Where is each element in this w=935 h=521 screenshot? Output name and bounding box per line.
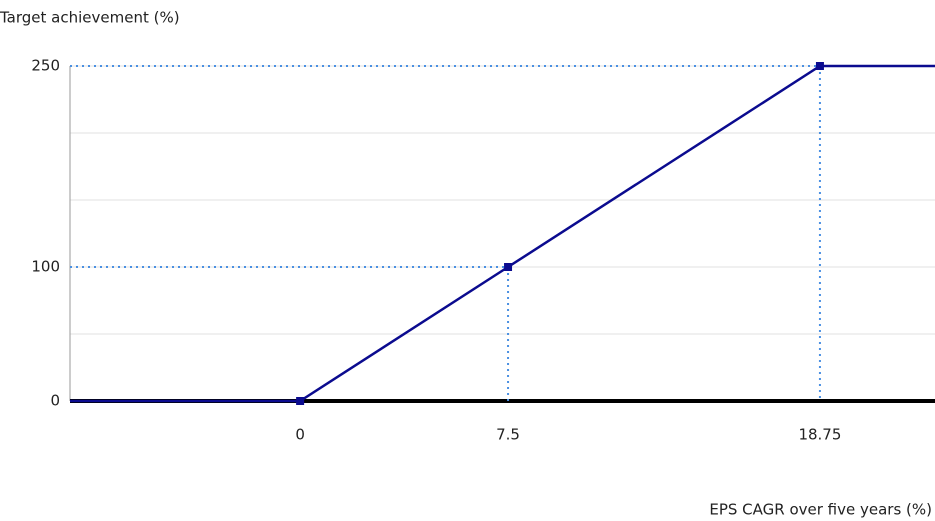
- x-tick-label: 7.5: [496, 426, 520, 444]
- chart-title: Target achievement (%): [0, 9, 180, 27]
- data-line: [70, 64, 935, 403]
- x-axis-label: EPS CAGR over five years (%): [709, 501, 932, 519]
- data-point: [504, 263, 513, 271]
- y-tick-label: 250: [31, 57, 60, 75]
- data-point: [815, 62, 824, 70]
- x-tick-label: 0: [295, 426, 305, 444]
- x-tick-label: 18.75: [798, 426, 841, 444]
- y-tick-label: 0: [50, 392, 60, 410]
- data-point: [296, 397, 305, 405]
- y-tick-label: 100: [31, 258, 60, 276]
